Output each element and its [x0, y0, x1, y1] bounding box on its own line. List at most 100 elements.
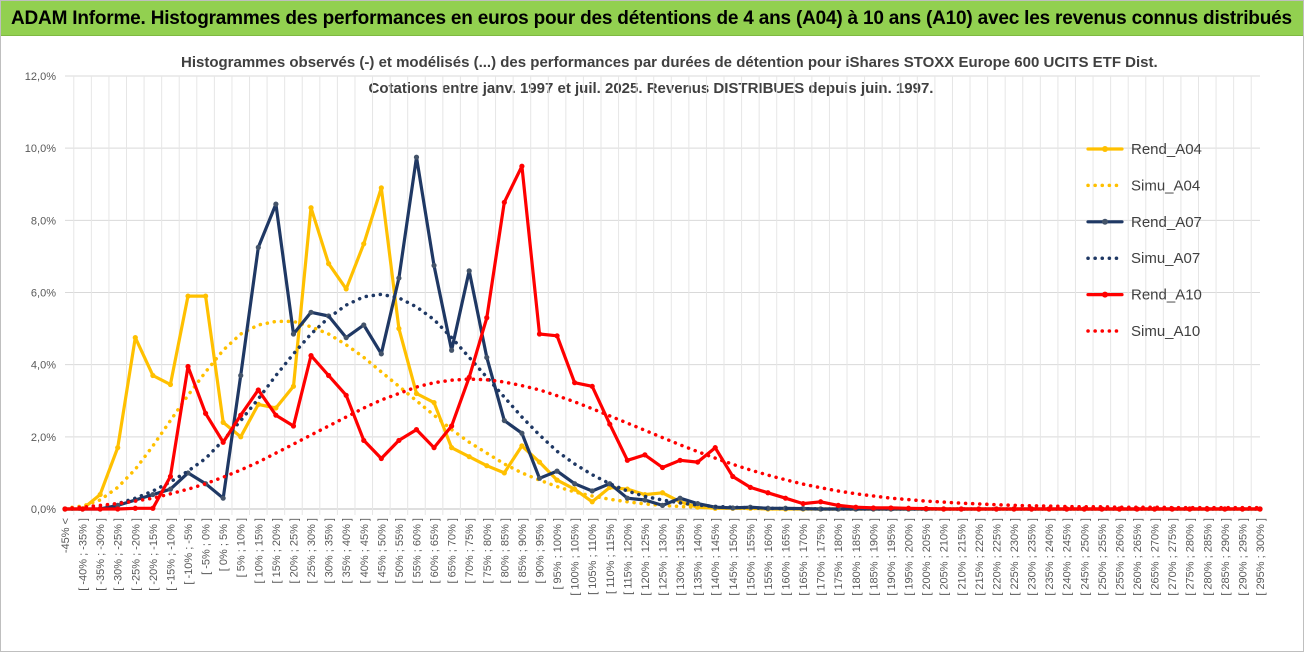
- data-point: [976, 506, 982, 512]
- data-point: [853, 504, 859, 510]
- data-point: [343, 335, 349, 341]
- x-axis-ticks: -45% < [ -40% ; -35% ] [ -35% ; -30% ] [ -3…: [60, 518, 1267, 596]
- data-point: [712, 445, 718, 451]
- legend: Rend_A04 Simu_A04 Rend_A07 Simu_A07 Rend_A10…: [1086, 141, 1202, 340]
- data-point: [273, 405, 279, 411]
- x-tick-label: [ 65% ; 70% ]: [447, 518, 459, 583]
- data-point: [1257, 506, 1263, 512]
- x-tick-label: [ 20% ; 25% ]: [288, 518, 300, 583]
- data-point: [501, 417, 507, 424]
- data-point: [255, 387, 261, 393]
- x-tick-label: [ 220% ; 225% ]: [991, 518, 1003, 596]
- data-point: [519, 443, 525, 449]
- x-tick-label: [ -25% ; -20% ]: [130, 518, 142, 591]
- data-point: [290, 331, 297, 337]
- x-tick-label: [ 160% ; 165% ]: [781, 518, 793, 596]
- data-point: [413, 390, 420, 397]
- data-point: [484, 354, 490, 361]
- data-point: [115, 445, 121, 451]
- legend-label: Rend_A10: [1131, 287, 1202, 304]
- data-point: [449, 423, 455, 429]
- x-tick-label: [ 60% ; 65% ]: [429, 518, 441, 583]
- x-tick-label: [ 5% ; 10% ]: [236, 518, 248, 577]
- data-point: [484, 463, 490, 469]
- x-tick-label: [ 150% ; 155% ]: [745, 518, 757, 596]
- data-point: [202, 293, 209, 299]
- data-point: [361, 241, 367, 247]
- data-point: [466, 454, 472, 460]
- x-tick-label: [ 25% ; 30% ]: [306, 518, 318, 583]
- x-tick-label: [ 230% ; 235% ]: [1027, 518, 1039, 596]
- data-point: [290, 423, 297, 429]
- x-tick-label: [ 290% ; 295% ]: [1237, 518, 1249, 596]
- x-tick-label: [ 115% ; 120% ]: [622, 518, 634, 595]
- data-point: [659, 490, 666, 496]
- x-tick-label: [ 155% ; 160% ]: [763, 518, 775, 596]
- data-point: [782, 495, 789, 501]
- x-tick-label: [ 85% ; 90% ]: [517, 518, 529, 583]
- data-point: [115, 506, 121, 512]
- data-point: [255, 401, 261, 407]
- data-point: [536, 331, 543, 337]
- x-tick-label: [ 95% ; 100% ]: [552, 518, 564, 590]
- data-point: [361, 437, 367, 444]
- data-point: [431, 262, 437, 269]
- data-point: [202, 410, 209, 416]
- x-tick-label: [ 50% ; 55% ]: [394, 518, 406, 583]
- x-tick-label: [ 265% ; 270% ]: [1150, 518, 1162, 596]
- data-point: [677, 495, 683, 501]
- x-tick-label: [ -20% ; -15% ]: [148, 518, 160, 591]
- x-tick-label: [ 205% ; 210% ]: [939, 518, 951, 596]
- x-tick-label: [ 170% ; 175% ]: [816, 518, 828, 596]
- x-tick-label: [ 30% ; 35% ]: [324, 518, 336, 583]
- data-point: [238, 434, 244, 440]
- data-point: [730, 473, 736, 480]
- data-point: [589, 488, 595, 494]
- data-point: [361, 322, 367, 328]
- data-point: [238, 372, 244, 379]
- data-point: [132, 335, 138, 341]
- data-point: [150, 491, 156, 498]
- x-tick-label: [ -35% ; -30% ]: [95, 518, 107, 591]
- data-point: [765, 490, 771, 496]
- data-point: [466, 268, 472, 274]
- series-line-simu-a07: [63, 292, 1262, 511]
- x-tick-label: [ 280% ; 285% ]: [1202, 518, 1214, 596]
- x-tick-label: [ 250% ; 255% ]: [1097, 518, 1109, 596]
- data-point: [554, 477, 560, 483]
- data-point: [835, 502, 841, 508]
- data-point: [343, 392, 349, 398]
- y-tick-label: 10,0%: [25, 143, 56, 155]
- data-point: [1222, 506, 1228, 512]
- data-point: [747, 484, 753, 490]
- chart-subtitle: Cotations entre janv. 1997 et juil. 2025…: [368, 80, 934, 97]
- report-title: ADAM Informe. Histogrammes des performan…: [11, 8, 1292, 29]
- data-point: [624, 495, 630, 501]
- x-tick-label: [ 235% ; 240% ]: [1044, 518, 1056, 596]
- data-point: [624, 457, 630, 463]
- x-tick-label: [ 145% ; 150% ]: [728, 518, 740, 596]
- data-point: [290, 383, 297, 389]
- data-point: [431, 445, 437, 451]
- x-tick-label: [ 140% ; 145% ]: [710, 518, 722, 596]
- data-point: [167, 486, 174, 492]
- data-point: [132, 505, 138, 511]
- x-tick-label: [ 270% ; 275% ]: [1167, 518, 1179, 596]
- data-point: [449, 347, 455, 353]
- data-point: [238, 412, 244, 418]
- legend-label: Simu_A10: [1131, 323, 1200, 340]
- x-tick-label: [ 295% ; 300% ]: [1255, 518, 1267, 596]
- x-tick-label: [ 75% ; 80% ]: [482, 518, 494, 583]
- data-point: [870, 505, 876, 511]
- legend-label: Rend_A07: [1131, 214, 1202, 231]
- data-point: [536, 475, 543, 481]
- data-point: [536, 459, 543, 465]
- data-point: [642, 452, 648, 458]
- data-point: [695, 459, 701, 465]
- x-tick-label: [ 185% ; 190% ]: [868, 518, 880, 596]
- data-point: [572, 486, 578, 492]
- data-point: [554, 468, 560, 474]
- y-tick-label: 8,0%: [31, 215, 56, 227]
